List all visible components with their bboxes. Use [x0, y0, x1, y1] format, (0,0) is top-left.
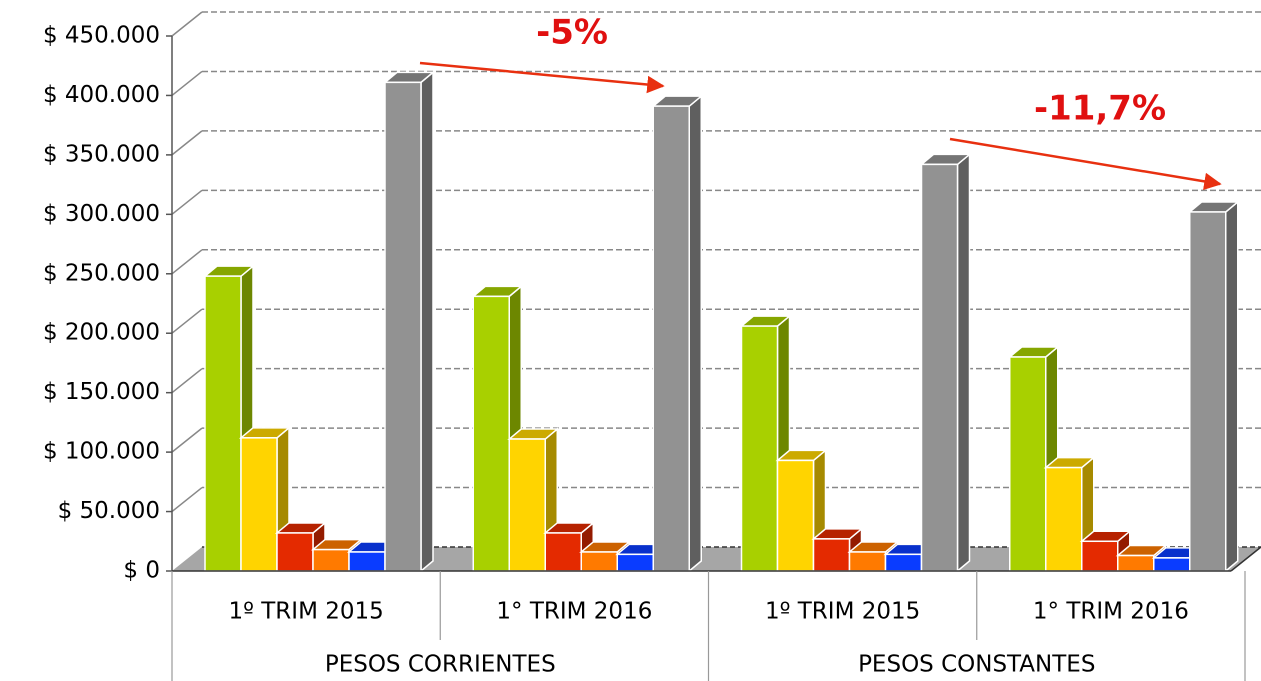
bar-front	[580, 551, 618, 572]
bar-front	[312, 548, 350, 572]
y-tick-label: $ 100.000	[43, 439, 160, 465]
y-tick-label: $ 200.000	[43, 320, 160, 346]
bar	[919, 152, 972, 573]
y-tick-label: $ 300.000	[43, 201, 160, 227]
grid-line-side	[171, 308, 203, 334]
bar	[1043, 455, 1096, 573]
bar-front	[1117, 554, 1155, 572]
grid-line-side	[171, 11, 203, 37]
bar-front	[384, 81, 422, 572]
bar-front	[740, 325, 779, 572]
bar-front	[276, 532, 314, 572]
arrow	[949, 137, 1222, 191]
bar-front	[884, 553, 923, 572]
category-group-label: PESOS CONSTANTES	[858, 652, 1095, 678]
bar	[651, 94, 704, 573]
bar-side	[1225, 200, 1239, 573]
category-group-label: PESOS CORRIENTES	[325, 652, 556, 678]
bar	[1079, 529, 1132, 573]
x-tick-label: 1° TRIM 2016	[1033, 599, 1189, 625]
y-tick-label: $ 150.000	[43, 379, 160, 405]
y-tick-label: $ 400.000	[43, 82, 160, 108]
grid-line-side	[171, 486, 203, 513]
bar-front	[1153, 557, 1191, 572]
arrow	[419, 61, 665, 94]
bar-front	[920, 163, 959, 572]
y-tick-label: $ 350.000	[43, 141, 160, 167]
grid-line-side	[171, 130, 203, 156]
bar-front	[616, 553, 654, 572]
bar-front	[652, 105, 690, 572]
floor-edge	[1230, 546, 1261, 572]
bar-front	[348, 551, 386, 572]
x-tick-label: 1º TRIM 2015	[228, 599, 383, 625]
bar-front	[204, 275, 242, 572]
bar-front	[812, 538, 851, 572]
grid-line-side	[171, 70, 203, 97]
bar-front	[1045, 466, 1083, 572]
bar-front	[1189, 211, 1227, 572]
grid-line-side	[171, 427, 203, 453]
annotation: -11,7%	[1034, 89, 1166, 129]
bar-front	[472, 295, 510, 572]
bar-front	[776, 459, 815, 572]
grid-line-side	[171, 189, 203, 215]
bar-front	[544, 532, 582, 572]
bar-front	[240, 437, 278, 572]
bar-side	[956, 152, 971, 573]
plot-area	[171, 11, 1261, 572]
y-tick-label: $ 250.000	[43, 260, 160, 286]
axes: $ 0 $ 50.000 $ 100.000 $ 150.000 $ 200.000 $ …	[43, 23, 1246, 681]
bar-front	[848, 551, 887, 572]
x-tick-label: 1º TRIM 2015	[765, 599, 920, 625]
bar-front	[1009, 356, 1047, 572]
bar-front	[508, 438, 546, 572]
bar-front	[1081, 540, 1119, 572]
floor	[172, 547, 1261, 571]
y-tick-label: $ 50.000	[58, 498, 160, 524]
y-tick-label: $ 450.000	[43, 23, 160, 49]
bar	[382, 70, 436, 573]
grid-line-side	[171, 368, 203, 394]
bars	[202, 70, 1240, 573]
bar	[1187, 200, 1240, 573]
bar-side	[420, 70, 434, 573]
grid-line-side	[171, 249, 203, 275]
bar-side	[688, 94, 702, 573]
x-tick-label: 1° TRIM 2016	[496, 599, 652, 625]
y-tick-label: $ 0	[123, 558, 160, 584]
annotation: -5%	[536, 13, 608, 53]
